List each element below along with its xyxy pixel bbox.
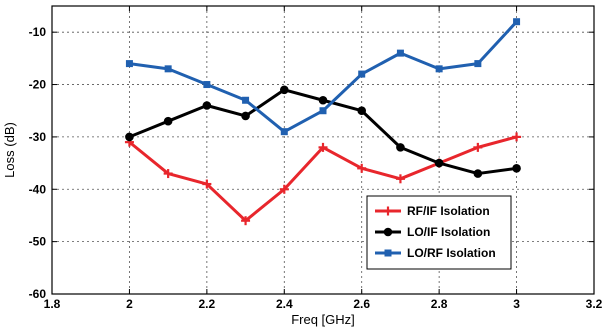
data-point-lo-rf-isolation: [203, 81, 211, 89]
x-tick-label: 2.2: [199, 297, 216, 311]
axes: 1.8 2 2.2 2.4 2.6 2.8 3 3.2 -60 -50 -40 -30 -20 -10: [29, 5, 603, 311]
y-axis-label: Loss (dB): [2, 122, 17, 178]
series-lo-if-isolation: [125, 85, 521, 178]
data-point-lo-rf-isolation: [396, 49, 404, 57]
data-point-rf-if-isolation: [241, 216, 251, 226]
legend-label-rf-if-isolation: RF/IF Isolation: [407, 204, 490, 218]
data-point-lo-if-isolation: [318, 95, 328, 105]
series-layer: [124, 18, 522, 226]
data-point-lo-if-isolation: [202, 101, 212, 110]
data-point-lo-rf-isolation: [513, 18, 521, 26]
data-point-lo-rf-isolation: [474, 60, 482, 68]
data-point-lo-if-isolation: [434, 158, 444, 168]
data-point-rf-if-isolation: [279, 184, 289, 194]
data-point-lo-rf-isolation: [242, 96, 250, 104]
data-point-lo-if-isolation: [125, 132, 134, 142]
x-tick-label: 3.2: [586, 297, 603, 311]
y-tick-label: -10: [29, 25, 47, 39]
data-point-lo-rf-isolation: [319, 107, 327, 115]
data-point-lo-rf-isolation: [280, 128, 288, 136]
x-tick-label: 1.8: [44, 297, 61, 311]
data-point-lo-if-isolation: [396, 143, 405, 152]
legend: RF/IF Isolation LO/IF Isolation LO/RF Isol…: [366, 195, 512, 270]
x-tick-label: 2.8: [431, 297, 448, 311]
y-tick-label: -20: [29, 78, 47, 92]
data-point-rf-if-isolation: [512, 132, 522, 142]
data-point-lo-if-isolation: [241, 111, 250, 121]
data-point-lo-rf-isolation: [435, 65, 443, 73]
legend-marker-lo-if-isolation: [383, 227, 393, 237]
data-point-rf-if-isolation: [202, 179, 212, 189]
data-point-lo-if-isolation: [279, 85, 289, 95]
data-point-lo-if-isolation: [473, 169, 483, 178]
data-point-rf-if-isolation: [395, 174, 405, 184]
x-tick-label: 2: [126, 297, 133, 311]
data-point-lo-rf-isolation: [125, 60, 133, 68]
series-line-lo-rf-isolation: [129, 20, 518, 134]
legend-marker-rf-if-isolation: [383, 206, 393, 216]
data-point-rf-if-isolation: [163, 169, 173, 179]
x-tick-label: 3: [513, 297, 520, 311]
x-axis-label: Freq [GHz]: [291, 312, 355, 327]
series-lo-rf-isolation: [125, 18, 521, 136]
data-point-rf-if-isolation: [318, 142, 328, 152]
data-point-lo-if-isolation: [163, 116, 173, 126]
data-point-lo-if-isolation: [512, 164, 521, 173]
data-point-lo-rf-isolation: [164, 65, 172, 73]
y-tick-label: -50: [29, 235, 47, 249]
y-tick-label: -60: [29, 287, 47, 301]
y-tick-label: -30: [29, 130, 47, 144]
data-point-lo-rf-isolation: [358, 70, 366, 78]
x-tick-label: 2.6: [353, 297, 370, 311]
grid: [52, 6, 594, 294]
x-tick-label: 2.4: [276, 297, 293, 311]
data-point-rf-if-isolation: [357, 163, 367, 173]
legend-marker-lo-rf-isolation: [384, 249, 392, 257]
legend-label-lo-if-isolation: LO/IF Isolation: [407, 225, 490, 239]
data-point-lo-if-isolation: [357, 106, 367, 116]
plot-frame: [51, 5, 595, 295]
legend-label-lo-rf-isolation: LO/RF Isolation: [407, 246, 496, 260]
y-tick-label: -40: [29, 182, 47, 196]
data-point-rf-if-isolation: [473, 142, 483, 152]
